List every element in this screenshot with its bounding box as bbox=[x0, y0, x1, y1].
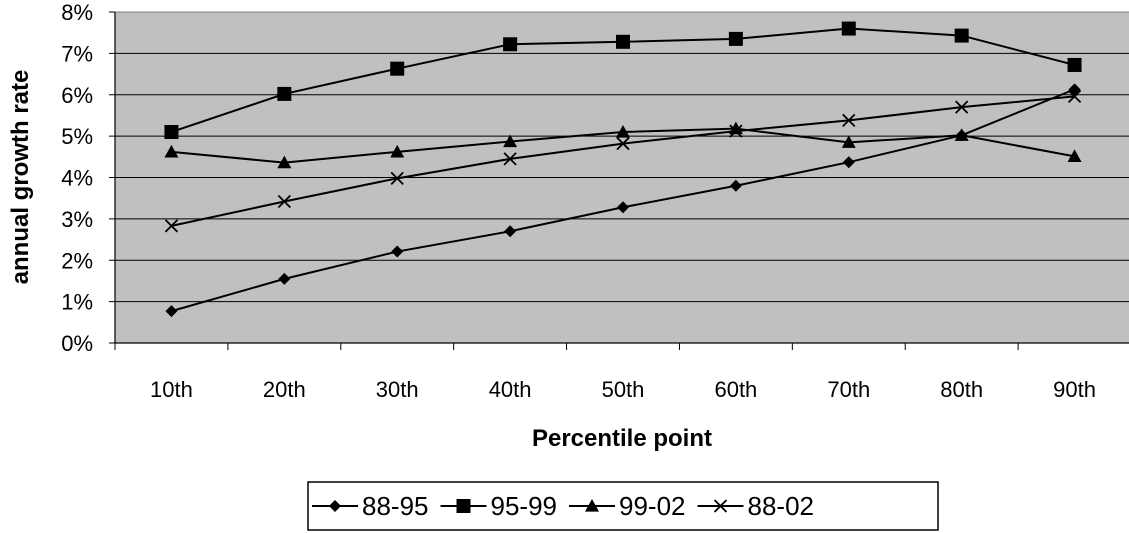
data-point-x bbox=[503, 152, 517, 166]
data-point-diamond bbox=[729, 179, 742, 192]
data-point-triangle bbox=[954, 128, 969, 141]
data-point-triangle bbox=[1067, 149, 1082, 162]
data-point-square bbox=[1067, 57, 1082, 72]
x-tick-label: 30th bbox=[376, 377, 419, 402]
y-tick-label: 6% bbox=[61, 83, 93, 108]
data-point-diamond bbox=[165, 305, 178, 318]
legend-label: 88-02 bbox=[748, 491, 815, 521]
data-point-triangle bbox=[277, 155, 292, 169]
data-point-x bbox=[955, 100, 969, 114]
data-point-x bbox=[390, 171, 404, 185]
y-tick-label: 0% bbox=[61, 331, 93, 356]
data-point-square bbox=[456, 499, 471, 513]
legend: 88-95 95-99 99-02 88-02 bbox=[307, 481, 939, 531]
data-point-square bbox=[616, 34, 630, 49]
data-point-triangle bbox=[164, 144, 179, 158]
data-point-square bbox=[954, 28, 969, 43]
legend-label: 88-95 bbox=[362, 491, 429, 521]
data-point-x bbox=[713, 499, 728, 513]
series-99-02 bbox=[164, 121, 1082, 169]
legend-box bbox=[307, 481, 939, 531]
x-tick-label: 90th bbox=[1053, 377, 1096, 402]
y-tick-labels: 0% 1% 2% 3% 4% 5% 6% 7% 8% bbox=[61, 0, 115, 356]
legend-label: 95-99 bbox=[491, 491, 558, 521]
x-tick-label: 10th bbox=[150, 377, 193, 402]
x-axis-title: Percentile point bbox=[532, 425, 712, 452]
x-tick-label: 40th bbox=[489, 377, 532, 402]
data-point-square bbox=[503, 37, 518, 52]
x-tick-labels: 10th 20th 30th 40th 50th 60th 70th 80th 90th bbox=[150, 377, 1096, 402]
series-88-02 bbox=[164, 89, 1082, 233]
data-point-diamond bbox=[329, 500, 341, 512]
data-point-triangle bbox=[503, 134, 518, 148]
data-point-diamond bbox=[391, 245, 404, 258]
x-tick-label: 20th bbox=[263, 377, 306, 402]
series-layer bbox=[164, 21, 1082, 318]
data-point-x bbox=[729, 124, 743, 138]
data-point-diamond bbox=[617, 201, 629, 214]
data-point-triangle bbox=[585, 499, 599, 512]
y-tick-label: 1% bbox=[61, 290, 93, 315]
x-tick-label: 80th bbox=[940, 377, 983, 402]
y-tick-label: 3% bbox=[61, 207, 93, 232]
data-point-x bbox=[616, 136, 630, 151]
data-point-triangle bbox=[390, 144, 405, 158]
data-point-square bbox=[277, 86, 292, 101]
x-tick-label: 50th bbox=[602, 377, 645, 402]
series-95-99 bbox=[164, 21, 1082, 139]
data-point-square bbox=[841, 21, 856, 36]
y-tick-label: 4% bbox=[61, 166, 93, 191]
y-axis-title: annual growth rate bbox=[7, 70, 34, 285]
data-point-diamond bbox=[842, 156, 855, 169]
data-point-x bbox=[1067, 89, 1082, 104]
data-point-square bbox=[164, 124, 179, 139]
data-point-square bbox=[390, 61, 405, 76]
y-tick-label: 2% bbox=[61, 248, 93, 273]
legend-item: 88-02 bbox=[697, 491, 815, 521]
legend-label: 99-02 bbox=[619, 491, 686, 521]
legend-item: 99-02 bbox=[569, 491, 686, 521]
x-tick-label: 70th bbox=[827, 377, 870, 402]
data-point-triangle bbox=[616, 124, 630, 138]
data-point-diamond bbox=[278, 272, 291, 285]
y-tick-label: 8% bbox=[61, 0, 93, 25]
data-point-x bbox=[842, 113, 856, 128]
y-tick-label: 7% bbox=[61, 41, 93, 66]
data-point-diamond bbox=[504, 225, 517, 238]
data-point-x bbox=[277, 194, 291, 209]
data-point-square bbox=[728, 31, 743, 46]
data-point-x bbox=[164, 219, 179, 233]
data-point-triangle bbox=[841, 135, 856, 148]
y-tick-label: 5% bbox=[61, 124, 93, 149]
legend-item: 88-95 bbox=[312, 491, 429, 521]
x-tick-label: 60th bbox=[714, 377, 757, 402]
legend-item: 95-99 bbox=[440, 491, 558, 521]
